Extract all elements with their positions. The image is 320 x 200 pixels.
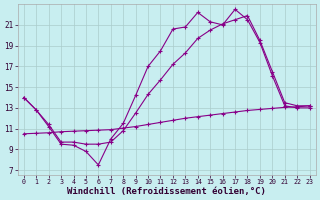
X-axis label: Windchill (Refroidissement éolien,°C): Windchill (Refroidissement éolien,°C) (67, 187, 266, 196)
